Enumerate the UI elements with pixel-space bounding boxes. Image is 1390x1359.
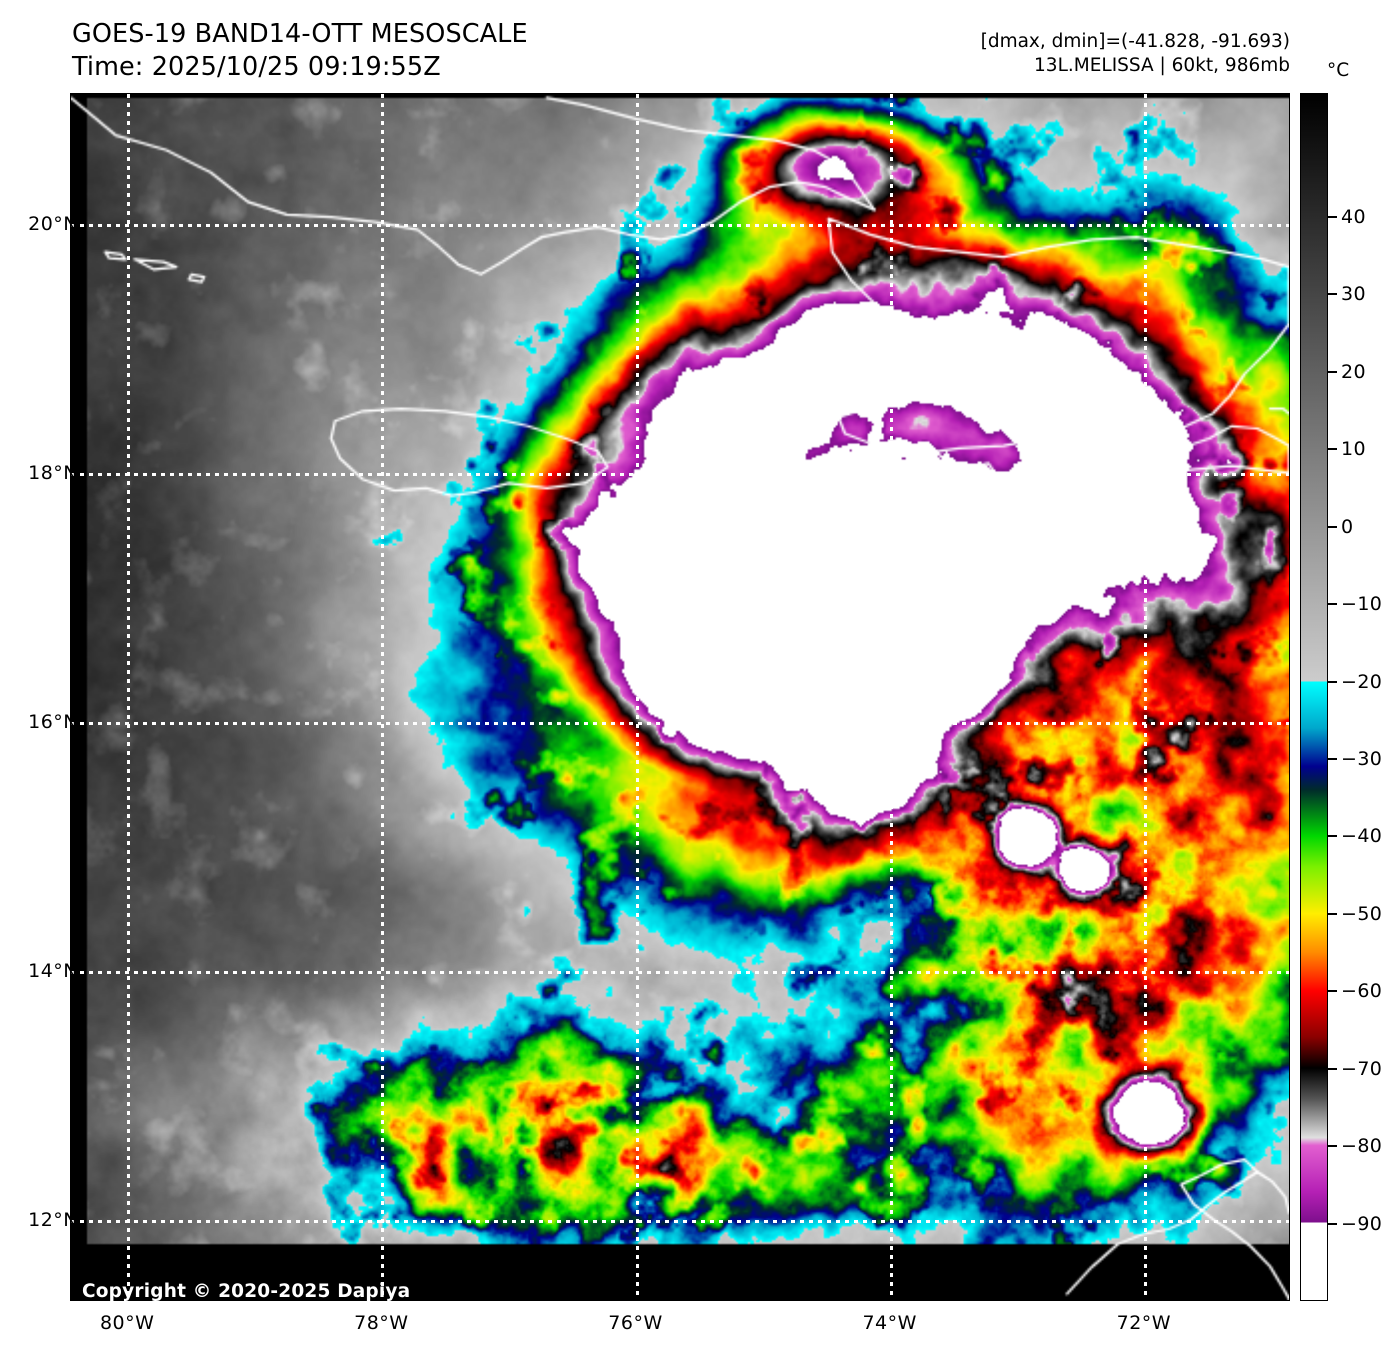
y-axis-tick-label: 14°N bbox=[28, 959, 78, 982]
colorbar-tick-label: 10 bbox=[1341, 438, 1366, 461]
colorbar-gradient-box bbox=[1300, 93, 1328, 1301]
colorbar-gradient bbox=[1301, 94, 1327, 1300]
copyright-label: Copyright © 2020-2025 Dapiya bbox=[82, 1281, 411, 1302]
colorbar-tick-label: −10 bbox=[1341, 593, 1383, 616]
colorbar-tick bbox=[1328, 1145, 1337, 1148]
colorbar-tick bbox=[1328, 1067, 1337, 1070]
storm-info-label: 13L.MELISSA | 60kt, 986mb bbox=[1034, 55, 1290, 77]
colorbar-tick bbox=[1328, 525, 1337, 528]
colorbar-tick-label: 20 bbox=[1341, 360, 1366, 383]
colorbar-tick-label: −80 bbox=[1341, 1135, 1383, 1158]
x-axis-tick-label: 74°W bbox=[862, 1312, 917, 1334]
colorbar-tick bbox=[1328, 370, 1337, 373]
y-axis-tick-label: 12°N bbox=[28, 1209, 78, 1232]
colorbar-tick bbox=[1328, 293, 1337, 296]
y-axis-tick-label: 18°N bbox=[28, 461, 78, 484]
colorbar-tick bbox=[1328, 215, 1337, 218]
colorbar-tick bbox=[1328, 912, 1337, 915]
colorbar-tick bbox=[1328, 680, 1337, 683]
y-axis-tick-label: 20°N bbox=[28, 212, 78, 235]
colorbar-tick-label: −50 bbox=[1341, 902, 1383, 925]
x-axis-tick-label: 78°W bbox=[354, 1312, 409, 1334]
colorbar-tick bbox=[1328, 1222, 1337, 1225]
colorbar-tick-label: −20 bbox=[1341, 670, 1383, 693]
satellite-plot-area bbox=[70, 93, 1290, 1301]
colorbar-tick bbox=[1328, 990, 1337, 993]
colorbar-tick-label: 0 bbox=[1341, 515, 1354, 538]
colorbar-unit-label: °C bbox=[1327, 60, 1350, 81]
title-block: GOES-19 BAND14-OTT MESOSCALE Time: 2025/… bbox=[72, 18, 528, 84]
timestamp-label: Time: 2025/10/25 09:19:55Z bbox=[72, 52, 441, 83]
temperature-colorbar: 40 30 20 10 0 −10 −20 −30 −40 −50 −60 −70 −80 −90 bbox=[1300, 93, 1382, 1301]
colorbar-tick-label: −40 bbox=[1341, 825, 1383, 848]
colorbar-tick bbox=[1328, 835, 1337, 838]
x-axis-tick-label: 76°W bbox=[608, 1312, 663, 1334]
colorbar-tick bbox=[1328, 603, 1337, 606]
colorbar-tick-label: −60 bbox=[1341, 980, 1383, 1003]
colorbar-tick-label: −30 bbox=[1341, 747, 1383, 770]
dmax-dmin-label: [dmax, dmin]=(-41.828, -91.693) bbox=[980, 31, 1290, 52]
colorbar-tick bbox=[1328, 757, 1337, 760]
infrared-satellite-imagery bbox=[71, 94, 1289, 1300]
colorbar-tick-label: −90 bbox=[1341, 1212, 1383, 1235]
y-axis-tick-label: 16°N bbox=[28, 710, 78, 733]
x-axis-tick-label: 72°W bbox=[1116, 1312, 1172, 1334]
colorbar-tick bbox=[1328, 448, 1337, 451]
colorbar-tick-label: −70 bbox=[1341, 1057, 1383, 1080]
x-axis-tick-label: 80°W bbox=[99, 1312, 155, 1334]
colorbar-tick-label: 40 bbox=[1341, 205, 1366, 228]
metadata-block: [dmax, dmin]=(-41.828, -91.693) 13L.MELI… bbox=[981, 30, 1290, 79]
colorbar-tick-label: 30 bbox=[1341, 283, 1366, 306]
page-title: GOES-19 BAND14-OTT MESOSCALE bbox=[72, 19, 528, 49]
